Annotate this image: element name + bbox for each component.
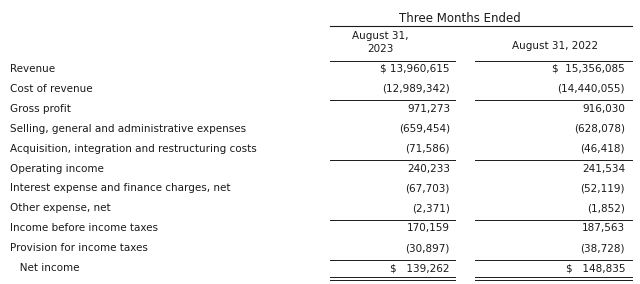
Text: Other expense, net: Other expense, net: [10, 203, 111, 213]
Text: (14,440,055): (14,440,055): [557, 84, 625, 94]
Text: (628,078): (628,078): [574, 124, 625, 134]
Text: Net income: Net income: [10, 263, 79, 273]
Text: 2023: 2023: [367, 44, 393, 54]
Text: Revenue: Revenue: [10, 64, 55, 74]
Text: (71,586): (71,586): [406, 144, 450, 154]
Text: 170,159: 170,159: [407, 223, 450, 233]
Text: Provision for income taxes: Provision for income taxes: [10, 243, 148, 253]
Text: 241,534: 241,534: [582, 164, 625, 174]
Text: 916,030: 916,030: [582, 104, 625, 114]
Text: $   139,262: $ 139,262: [390, 263, 450, 273]
Text: (46,418): (46,418): [580, 144, 625, 154]
Text: August 31,: August 31,: [352, 31, 408, 41]
Text: $  15,356,085: $ 15,356,085: [552, 64, 625, 74]
Text: (38,728): (38,728): [580, 243, 625, 253]
Text: 187,563: 187,563: [582, 223, 625, 233]
Text: (2,371): (2,371): [412, 203, 450, 213]
Text: (1,852): (1,852): [587, 203, 625, 213]
Text: Selling, general and administrative expenses: Selling, general and administrative expe…: [10, 124, 246, 134]
Text: Interest expense and finance charges, net: Interest expense and finance charges, ne…: [10, 183, 230, 193]
Text: $   148,835: $ 148,835: [566, 263, 625, 273]
Text: 971,273: 971,273: [407, 104, 450, 114]
Text: Cost of revenue: Cost of revenue: [10, 84, 93, 94]
Text: 240,233: 240,233: [407, 164, 450, 174]
Text: (52,119): (52,119): [580, 183, 625, 193]
Text: (30,897): (30,897): [406, 243, 450, 253]
Text: (12,989,342): (12,989,342): [382, 84, 450, 94]
Text: Income before income taxes: Income before income taxes: [10, 223, 158, 233]
Text: Acquisition, integration and restructuring costs: Acquisition, integration and restructuri…: [10, 144, 257, 154]
Text: Operating income: Operating income: [10, 164, 104, 174]
Text: (67,703): (67,703): [406, 183, 450, 193]
Text: (659,454): (659,454): [399, 124, 450, 134]
Text: $ 13,960,615: $ 13,960,615: [381, 64, 450, 74]
Text: Gross profit: Gross profit: [10, 104, 71, 114]
Text: August 31, 2022: August 31, 2022: [512, 41, 598, 51]
Text: Three Months Ended: Three Months Ended: [399, 11, 521, 24]
